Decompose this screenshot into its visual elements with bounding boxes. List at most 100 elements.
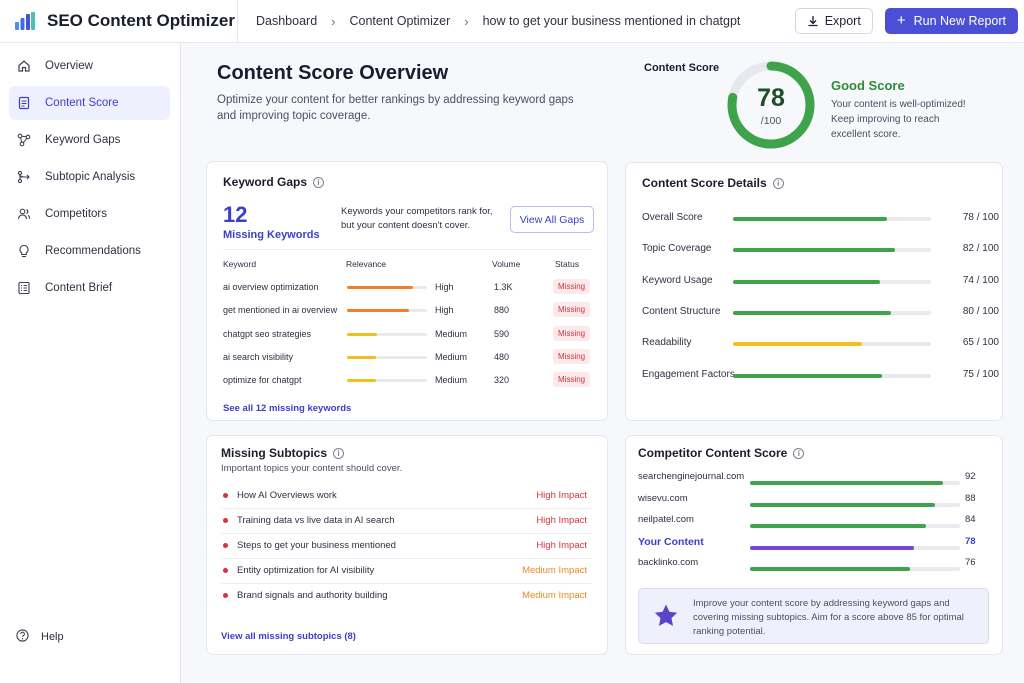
sidebar-item-keyword-gaps[interactable]: Keyword Gaps — [9, 123, 170, 157]
table-row[interactable]: ai overview optimization High 1.3K Missing — [223, 276, 595, 299]
score-detail-label: Keyword Usage — [642, 274, 713, 286]
list-item[interactable]: Entity optimization for AI visibility Med… — [221, 559, 591, 584]
volume-cell: 880 — [494, 305, 510, 316]
info-icon[interactable]: i — [333, 447, 345, 459]
competitor-bar-fill — [750, 481, 944, 485]
relevance-bar — [347, 332, 427, 336]
keyword-cell: chatgpt seo strategies — [223, 328, 312, 339]
list-item[interactable]: Steps to get your business mentioned High… — [221, 534, 591, 559]
sidebar-item-subtopic-analysis[interactable]: Subtopic Analysis — [9, 160, 170, 194]
subtopic-label: Training data vs live data in AI search — [237, 515, 395, 526]
top-header: SEO Content Optimizer Dashboard › Conten… — [0, 0, 1024, 43]
competitor-name: searchenginejournal.com — [638, 471, 745, 482]
table-row[interactable]: chatgpt seo strategies Medium 590 Missing — [223, 323, 595, 346]
table-row[interactable]: ai search visibility Medium 480 Missing — [223, 346, 595, 369]
network-icon — [16, 132, 32, 148]
sidebar-item-label: Content Score — [45, 97, 119, 109]
divider — [223, 249, 591, 250]
relevance-bar — [347, 379, 427, 383]
relevance-cell: Medium — [435, 375, 468, 386]
content-score-details-card: Content Score Details i Overall Score 78 … — [625, 162, 1003, 421]
breadcrumb-dashboard[interactable]: Dashboard — [256, 14, 318, 28]
score-detail-bar-fill — [733, 217, 888, 221]
list-icon — [16, 280, 32, 296]
plus-icon: + — [896, 12, 906, 29]
missing-subtopics-subtitle: Important topics your content should cov… — [221, 463, 403, 474]
export-button[interactable]: Export — [794, 8, 873, 34]
impact-label: Medium Impact — [522, 565, 587, 576]
sidebar-item-label: Competitors — [45, 208, 107, 220]
app-logo[interactable]: SEO Content Optimizer — [0, 0, 238, 42]
help-link[interactable]: Help — [16, 629, 64, 645]
info-icon[interactable]: i — [313, 176, 325, 188]
competitor-score: 88 — [965, 492, 976, 504]
competitor-row: searchenginejournal.com 92 — [638, 471, 988, 485]
competitor-bar-fill — [750, 567, 910, 572]
competitor-bar — [750, 524, 960, 529]
table-row[interactable]: get mentioned in ai overview High 880 Missi… — [223, 299, 595, 322]
star-icon — [654, 604, 678, 626]
status-badge: Missing — [553, 372, 591, 388]
document-icon — [16, 95, 32, 111]
score-detail-row: Keyword Usage 74 / 100 — [642, 274, 999, 289]
score-details-title: Content Score Details i — [642, 176, 784, 190]
content-score-label: Content Score — [644, 62, 720, 74]
competitor-score: 84 — [965, 514, 976, 526]
competitor-bar-fill — [750, 545, 914, 550]
keyword-gaps-description: Keywords your competitors rank for, but … — [341, 206, 493, 231]
impact-label: High Impact — [536, 515, 587, 526]
keyword-cell: optimize for chatgpt — [223, 375, 302, 386]
see-all-keywords-link[interactable]: See all 12 missing keywords — [223, 403, 352, 414]
relevance-bar — [347, 286, 427, 289]
competitor-name: Your Content — [638, 535, 704, 548]
competitor-score-card: Competitor Content Score i searchenginej… — [625, 435, 1003, 655]
score-detail-value: 74 / 100 — [962, 274, 999, 286]
score-detail-value: 75 / 100 — [962, 368, 999, 380]
volume-cell: 320 — [494, 375, 510, 386]
sidebar: Overview Content Score Keyword Gaps Subt… — [0, 43, 181, 683]
info-icon[interactable]: i — [772, 177, 784, 189]
bullet-dot — [223, 543, 228, 548]
sidebar-item-competitors[interactable]: Competitors — [9, 197, 170, 231]
app-title: SEO Content Optimizer — [47, 11, 235, 30]
column-header-keyword: Keyword — [223, 259, 257, 269]
sidebar-item-content-score[interactable]: Content Score — [9, 86, 170, 120]
sidebar-item-overview[interactable]: Overview — [9, 49, 170, 83]
relevance-bar-fill — [347, 286, 413, 289]
sidebar-item-recommendations[interactable]: Recommendations — [9, 234, 170, 268]
branch-icon — [16, 169, 32, 185]
competitor-score-title: Competitor Content Score i — [638, 446, 805, 460]
score-detail-value: 80 / 100 — [962, 305, 999, 317]
content-score-gauge — [727, 61, 815, 149]
sidebar-item-content-brief[interactable]: Content Brief — [9, 271, 170, 305]
bullet-dot — [223, 493, 228, 498]
run-new-report-button[interactable]: + Run New Report — [884, 8, 1018, 34]
competitor-score: 76 — [965, 557, 976, 569]
bullet-dot — [223, 518, 228, 523]
table-row[interactable]: optimize for chatgpt Medium 320 Missing — [223, 369, 595, 392]
info-icon[interactable]: i — [793, 447, 805, 459]
breadcrumb-content-optimizer[interactable]: Content Optimizer — [349, 14, 451, 28]
status-badge: Missing — [553, 325, 591, 341]
competitor-bar-fill — [750, 524, 927, 529]
relevance-bar-fill — [347, 309, 410, 313]
relevance-bar-fill — [347, 332, 378, 336]
volume-cell: 480 — [494, 351, 510, 362]
competitor-bar — [750, 502, 960, 507]
relevance-cell: High — [435, 282, 454, 292]
export-label: Export — [824, 14, 861, 28]
keyword-gaps-card: Keyword Gaps i 12 Missing Keywords Keywo… — [206, 161, 608, 421]
score-detail-bar-fill — [733, 342, 862, 347]
chevron-right-icon: › — [331, 13, 336, 29]
column-header-relevance: Relevance — [346, 259, 387, 269]
score-detail-bar-fill — [733, 248, 896, 253]
competitor-score-title-text: Competitor Content Score — [638, 446, 788, 460]
list-item[interactable]: How AI Overviews work High Impact — [221, 484, 591, 509]
view-all-subtopics-link[interactable]: View all missing subtopics (8) — [221, 631, 356, 642]
list-item[interactable]: Training data vs live data in AI search H… — [221, 509, 591, 534]
view-all-gaps-button[interactable]: View All Gaps — [510, 206, 594, 233]
help-label: Help — [41, 631, 64, 643]
sidebar-item-label: Recommendations — [45, 245, 141, 257]
list-item[interactable]: Brand signals and authority building Medi… — [221, 584, 591, 609]
score-status-title: Good Score — [831, 78, 905, 93]
